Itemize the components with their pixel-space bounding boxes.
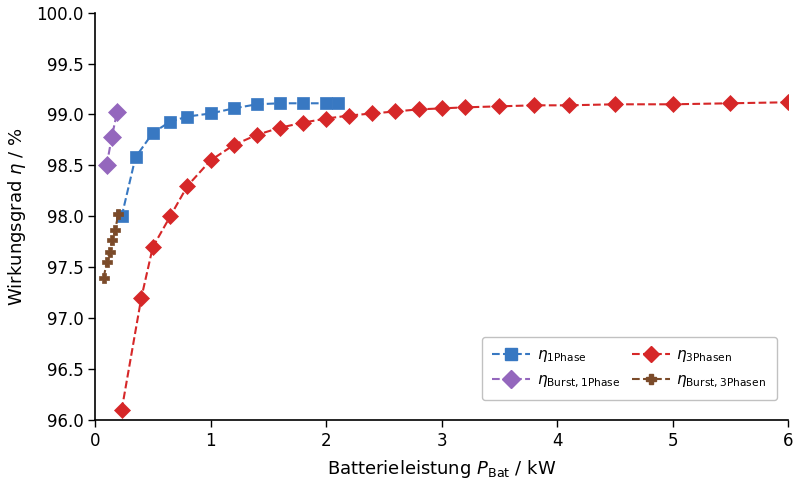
X-axis label: Batterieleistung $P_\mathrm{Bat}$ / kW: Batterieleistung $P_\mathrm{Bat}$ / kW	[327, 458, 556, 481]
Y-axis label: Wirkungsgrad $\eta$ / %: Wirkungsgrad $\eta$ / %	[6, 127, 27, 306]
Legend: $\eta_{\mathrm{1Phase}}$, $\eta_{\mathrm{Burst,1Phase}}$, $\eta_{\mathrm{3Phasen: $\eta_{\mathrm{1Phase}}$, $\eta_{\mathrm…	[482, 337, 777, 400]
